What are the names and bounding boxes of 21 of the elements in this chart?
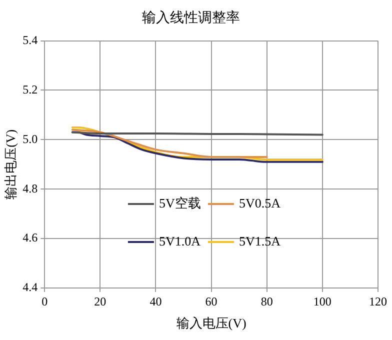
x-axis-title: 输入电压(V) — [176, 316, 246, 331]
y-tick-label: 5.0 — [22, 132, 38, 146]
legend-label: 5V空载 — [158, 195, 201, 210]
y-tick-label: 4.4 — [22, 280, 38, 294]
x-tick-label: 60 — [205, 294, 218, 308]
x-tick-label: 0 — [42, 294, 48, 308]
legend-label: 5V1.0A — [158, 233, 202, 248]
x-tick-label: 20 — [94, 294, 106, 308]
y-tick-label: 5.2 — [22, 82, 38, 96]
line-series — [71, 128, 268, 158]
x-tick-label: 120 — [369, 294, 387, 308]
legend-label: 5V0.5A — [238, 195, 282, 210]
y-tick-label: 5.4 — [22, 32, 38, 47]
x-tick-label: 100 — [313, 294, 332, 308]
y-tick-label: 4.6 — [22, 230, 38, 245]
y-tick-label: 4.8 — [22, 181, 38, 196]
x-tick-label: 80 — [260, 294, 273, 308]
chart-title: 输入线性调整率 — [142, 10, 240, 26]
legend-label: 5V1.5A — [238, 233, 282, 248]
x-tick-label: 40 — [150, 294, 162, 308]
y-axis-title: 输出电压(V) — [3, 129, 18, 200]
